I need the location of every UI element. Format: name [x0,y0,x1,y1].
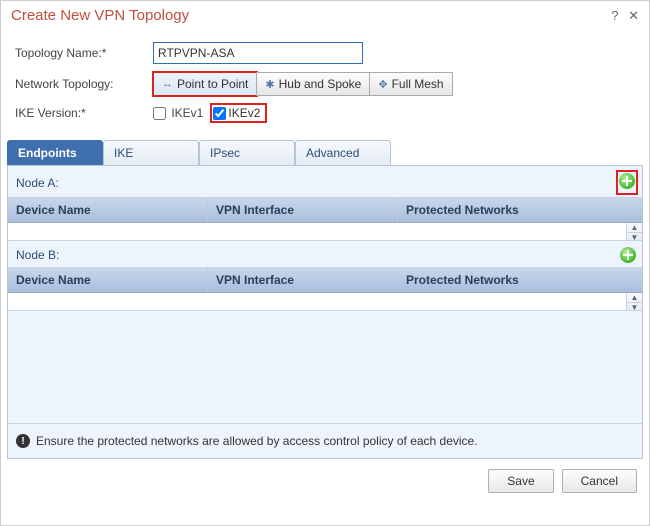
col-device-name: Device Name [8,198,208,222]
topology-name-input[interactable] [153,42,363,64]
tab-ipsec[interactable]: IPsec [199,140,295,165]
info-icon: ! [16,434,30,448]
ikev1-option[interactable]: IKEv1 [153,106,203,120]
node-b-label: Node B: [16,248,59,262]
scroll-down-icon-b[interactable]: ▼ [627,303,642,312]
full-mesh-label: Full Mesh [392,77,444,91]
scroll-up-icon[interactable]: ▲ [627,223,642,233]
node-b-section: Node B: Device Name VPN Interface Protec… [8,241,642,311]
ikev1-label: IKEv1 [171,106,203,120]
node-a-section: Node A: Device Name VPN Interface Protec… [8,166,642,241]
full-mesh-icon: ✥ [378,78,387,91]
add-node-b-button[interactable] [620,247,636,263]
topology-point-to-point-button[interactable]: ↔ Point to Point [153,72,257,96]
dialog-title: Create New VPN Topology [11,7,189,24]
cancel-button[interactable]: Cancel [562,469,637,493]
node-b-grid-body: ▲ ▼ [8,293,642,311]
scroll-down-icon[interactable]: ▼ [627,233,642,242]
ikev2-option[interactable]: IKEv2 [211,104,266,122]
topology-hub-spoke-button[interactable]: ✱ Hub and Spoke [256,72,370,96]
topology-name-label: Topology Name:* [15,46,153,60]
footer-note: ! Ensure the protected networks are allo… [8,423,642,458]
tab-advanced[interactable]: Advanced [295,140,391,165]
ike-version-label: IKE Version:* [15,106,153,120]
ikev2-checkbox[interactable] [213,107,226,120]
col-vpn-interface-b: VPN Interface [208,268,398,292]
close-icon[interactable]: ✕ [628,8,639,23]
network-topology-label: Network Topology: [15,77,153,91]
col-protected-networks: Protected Networks [398,198,642,222]
tab-panel: Node A: Device Name VPN Interface Protec… [7,165,643,459]
hub-spoke-label: Hub and Spoke [279,77,362,91]
help-icon[interactable]: ? [611,8,618,23]
col-protected-networks-b: Protected Networks [398,268,642,292]
footer-note-text: Ensure the protected networks are allowe… [36,434,478,448]
tab-ike[interactable]: IKE [103,140,199,165]
node-b-grid: Device Name VPN Interface Protected Netw… [8,267,642,311]
tabs: Endpoints IKE IPsec Advanced [7,140,649,165]
topology-button-group: ↔ Point to Point ✱ Hub and Spoke ✥ Full … [153,72,453,96]
point-to-point-icon: ↔ [162,78,173,90]
save-button[interactable]: Save [488,469,553,493]
node-a-label: Node A: [16,176,59,190]
ikev2-label: IKEv2 [228,106,260,120]
add-node-a-button[interactable] [619,173,635,189]
node-a-grid-body: ▲ ▼ [8,223,642,241]
ikev1-checkbox[interactable] [153,107,166,120]
node-a-add-wrap [618,172,636,193]
col-device-name-b: Device Name [8,268,208,292]
tab-endpoints[interactable]: Endpoints [7,140,103,165]
col-vpn-interface: VPN Interface [208,198,398,222]
point-to-point-label: Point to Point [177,77,248,91]
node-a-grid: Device Name VPN Interface Protected Netw… [8,197,642,241]
topology-full-mesh-button[interactable]: ✥ Full Mesh [369,72,452,96]
hub-spoke-icon: ✱ [265,78,274,91]
scroll-up-icon-b[interactable]: ▲ [627,293,642,303]
